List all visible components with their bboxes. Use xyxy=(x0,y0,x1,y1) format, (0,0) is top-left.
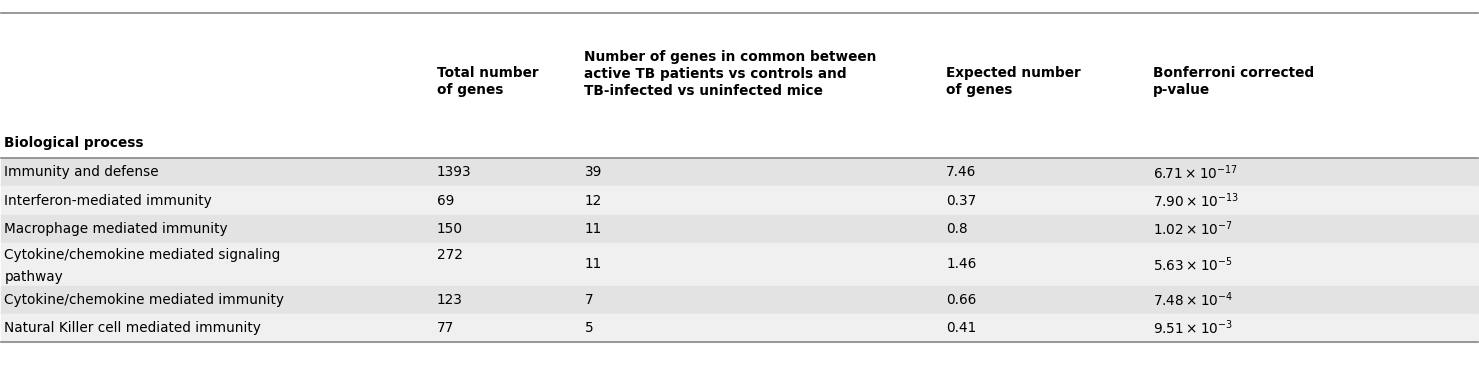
Bar xyxy=(1,285,1478,314)
Text: 11: 11 xyxy=(584,257,602,271)
Bar xyxy=(1,314,1478,342)
Bar xyxy=(1,243,1478,285)
Text: 7: 7 xyxy=(584,293,593,307)
Text: Expected number
of genes: Expected number of genes xyxy=(947,66,1081,97)
Text: 11: 11 xyxy=(584,222,602,236)
Text: 123: 123 xyxy=(436,293,463,307)
Bar xyxy=(1,158,1478,186)
Text: 7.46: 7.46 xyxy=(947,165,976,179)
Text: $6.71\times10^{-17}$: $6.71\times10^{-17}$ xyxy=(1152,163,1238,182)
Text: 69: 69 xyxy=(436,193,454,207)
Text: Cytokine/chemokine mediated immunity: Cytokine/chemokine mediated immunity xyxy=(4,293,284,307)
Text: 272: 272 xyxy=(436,248,463,262)
Text: $9.51\times10^{-3}$: $9.51\times10^{-3}$ xyxy=(1152,319,1233,337)
Text: Total number
of genes: Total number of genes xyxy=(436,66,538,97)
Text: 12: 12 xyxy=(584,193,602,207)
Text: 0.8: 0.8 xyxy=(947,222,967,236)
Bar xyxy=(1,186,1478,215)
Text: $1.02\times10^{-7}$: $1.02\times10^{-7}$ xyxy=(1152,220,1232,238)
Text: 150: 150 xyxy=(436,222,463,236)
Text: $5.63\times10^{-5}$: $5.63\times10^{-5}$ xyxy=(1152,255,1232,274)
Text: 0.37: 0.37 xyxy=(947,193,976,207)
Text: $7.90\times10^{-13}$: $7.90\times10^{-13}$ xyxy=(1152,191,1239,210)
Text: Interferon-mediated immunity: Interferon-mediated immunity xyxy=(4,193,211,207)
Text: 77: 77 xyxy=(436,321,454,335)
Text: Macrophage mediated immunity: Macrophage mediated immunity xyxy=(4,222,228,236)
Text: 1393: 1393 xyxy=(436,165,472,179)
Text: 1.46: 1.46 xyxy=(947,257,976,271)
Text: Biological process: Biological process xyxy=(4,136,143,150)
Text: Natural Killer cell mediated immunity: Natural Killer cell mediated immunity xyxy=(4,321,262,335)
Text: Bonferroni corrected
p-value: Bonferroni corrected p-value xyxy=(1152,66,1313,97)
Text: Number of genes in common between
active TB patients vs controls and
TB-infected: Number of genes in common between active… xyxy=(584,50,877,98)
Text: $7.48\times10^{-4}$: $7.48\times10^{-4}$ xyxy=(1152,291,1233,309)
Text: 39: 39 xyxy=(584,165,602,179)
Text: pathway: pathway xyxy=(4,270,64,284)
Text: Immunity and defense: Immunity and defense xyxy=(4,165,158,179)
Text: 0.41: 0.41 xyxy=(947,321,976,335)
Text: Cytokine/chemokine mediated signaling: Cytokine/chemokine mediated signaling xyxy=(4,248,281,262)
Text: 5: 5 xyxy=(584,321,593,335)
Text: 0.66: 0.66 xyxy=(947,293,976,307)
Bar xyxy=(1,215,1478,243)
